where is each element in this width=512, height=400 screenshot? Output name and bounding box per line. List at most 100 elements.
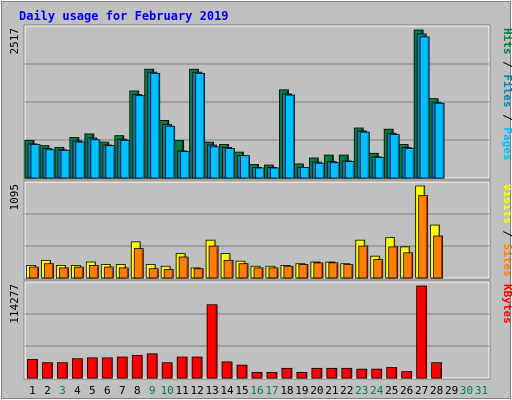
bar-sites-day-5 bbox=[88, 264, 99, 279]
bar-sites-day-27 bbox=[418, 195, 429, 279]
bar-sites-day-7 bbox=[118, 267, 129, 279]
chart-panels: 2517 Hits / Files / Pages 1095 Visits / Sit… bbox=[8, 24, 512, 380]
panel-1: 2517 Hits / Files / Pages bbox=[8, 24, 512, 180]
bar-sites-day-22 bbox=[343, 264, 354, 279]
bar-pages-day-10 bbox=[165, 125, 176, 179]
bar-kbytes-day-27 bbox=[416, 285, 428, 379]
bar-sites-day-26 bbox=[403, 252, 414, 279]
chart-title: Daily usage for February 2019 bbox=[19, 9, 229, 23]
bar-pages-day-17 bbox=[270, 167, 280, 179]
x-tick-label-day-19: 19 bbox=[295, 384, 308, 397]
bar-pages-day-23 bbox=[359, 131, 370, 179]
bar-pages-day-22 bbox=[344, 161, 355, 179]
bar-sites-day-17 bbox=[268, 267, 279, 279]
bar-sites-day-6 bbox=[103, 266, 114, 279]
x-tick-label-day-18: 18 bbox=[280, 384, 293, 397]
x-tick-label-day-20: 20 bbox=[310, 384, 323, 397]
bar-kbytes-day-15 bbox=[236, 364, 248, 379]
legend-part: Visits bbox=[501, 184, 512, 224]
bar-kbytes-day-2 bbox=[42, 362, 53, 379]
bar-kbytes-day-12 bbox=[191, 356, 203, 379]
bar-kbytes-day-19 bbox=[296, 371, 308, 379]
x-tick-label-day-15: 15 bbox=[235, 384, 248, 397]
x-tick-label-day-17: 17 bbox=[265, 384, 278, 397]
bar-kbytes-day-25 bbox=[386, 367, 398, 379]
bar-sites-day-9 bbox=[148, 268, 159, 279]
bar-sites-day-14 bbox=[223, 259, 234, 279]
bar-kbytes-day-28 bbox=[431, 362, 443, 379]
bar-sites-day-28 bbox=[433, 235, 444, 279]
legend-part: / bbox=[501, 224, 512, 244]
bar-kbytes-day-4 bbox=[71, 358, 83, 379]
bar-pages-day-21 bbox=[329, 162, 340, 179]
y-max-label: 2517 bbox=[8, 28, 21, 55]
x-tick-label-day-26: 26 bbox=[400, 384, 413, 397]
bar-pages-day-13 bbox=[210, 146, 221, 179]
series-legend-label: Hits / Files / Pages bbox=[501, 28, 512, 161]
x-tick-label-day-4: 4 bbox=[74, 384, 81, 397]
bar-sites-day-15 bbox=[238, 263, 249, 279]
series-kbytes bbox=[27, 285, 443, 379]
bar-kbytes-day-10 bbox=[161, 362, 173, 379]
x-tick-label-day-24: 24 bbox=[370, 384, 384, 397]
bar-pages-day-20 bbox=[314, 162, 325, 179]
bar-pages-day-28 bbox=[434, 102, 445, 179]
bar-sites-day-16 bbox=[253, 267, 264, 279]
bar-pages-day-12 bbox=[195, 72, 206, 179]
x-tick-label-day-23: 23 bbox=[355, 384, 368, 397]
bar-pages-day-15 bbox=[240, 155, 250, 179]
bar-pages-day-3 bbox=[60, 149, 71, 179]
bar-kbytes-day-13 bbox=[206, 304, 218, 379]
bar-pages-day-4 bbox=[75, 141, 86, 179]
bar-pages-day-5 bbox=[90, 139, 101, 179]
x-tick-label-day-28: 28 bbox=[430, 384, 443, 397]
bar-kbytes-day-1 bbox=[27, 359, 38, 379]
x-tick-label-day-30: 30 bbox=[460, 384, 473, 397]
bar-sites-day-1 bbox=[29, 266, 39, 279]
legend-part: Sites bbox=[501, 244, 512, 277]
bar-kbytes-day-11 bbox=[176, 356, 188, 379]
legend-part: KBytes bbox=[501, 284, 512, 324]
x-tick-label-day-11: 11 bbox=[176, 384, 189, 397]
x-tick-label-day-27: 27 bbox=[415, 384, 428, 397]
x-tick-label-day-6: 6 bbox=[104, 384, 111, 397]
bar-kbytes-day-20 bbox=[311, 367, 323, 379]
y-max-label: 114277 bbox=[8, 284, 21, 324]
x-tick-label-day-22: 22 bbox=[340, 384, 353, 397]
bar-pages-day-27 bbox=[419, 36, 430, 179]
legend-part: Pages bbox=[501, 127, 512, 160]
panel-border-shadow bbox=[23, 24, 491, 180]
panel-3: 114277 KBytes bbox=[8, 280, 512, 380]
x-tick-label-day-21: 21 bbox=[325, 384, 338, 397]
series-legend-label: Visits / Sites bbox=[501, 184, 512, 277]
bar-pages-day-6 bbox=[105, 145, 116, 179]
bar-pages-day-9 bbox=[150, 72, 161, 179]
x-tick-label-day-7: 7 bbox=[119, 384, 126, 397]
x-tick-label-day-5: 5 bbox=[89, 384, 96, 397]
bar-pages-day-2 bbox=[45, 149, 56, 179]
bar-kbytes-day-18 bbox=[281, 367, 293, 379]
bar-kbytes-day-5 bbox=[86, 357, 98, 379]
series-legend-label: KBytes bbox=[501, 284, 512, 324]
x-axis-labels: 1 2 3 4 5 6 7 8 9 10 11 12 13 14 15 16 17 18 19 20 21 22 23 24 2… bbox=[29, 384, 488, 397]
x-tick-label-day-31: 31 bbox=[475, 384, 488, 397]
bar-pages-day-26 bbox=[404, 148, 415, 179]
bar-kbytes-day-9 bbox=[146, 353, 158, 379]
bar-sites-day-4 bbox=[73, 266, 84, 279]
x-tick-label-day-2: 2 bbox=[44, 384, 51, 397]
bar-sites-day-21 bbox=[328, 262, 339, 279]
bar-kbytes-day-23 bbox=[356, 368, 368, 379]
y-max-label: 1095 bbox=[8, 184, 21, 211]
x-tick-label-day-25: 25 bbox=[385, 384, 398, 397]
bar-pages-day-1 bbox=[30, 144, 41, 179]
series-sites bbox=[29, 195, 444, 279]
panel-border-shadow bbox=[23, 280, 491, 380]
bar-kbytes-day-8 bbox=[131, 355, 143, 379]
bar-sites-day-11 bbox=[178, 256, 189, 279]
bar-sites-day-12 bbox=[193, 268, 204, 279]
bar-pages-day-25 bbox=[389, 134, 400, 179]
bar-kbytes-day-3 bbox=[57, 362, 68, 379]
bar-sites-day-13 bbox=[208, 245, 219, 279]
